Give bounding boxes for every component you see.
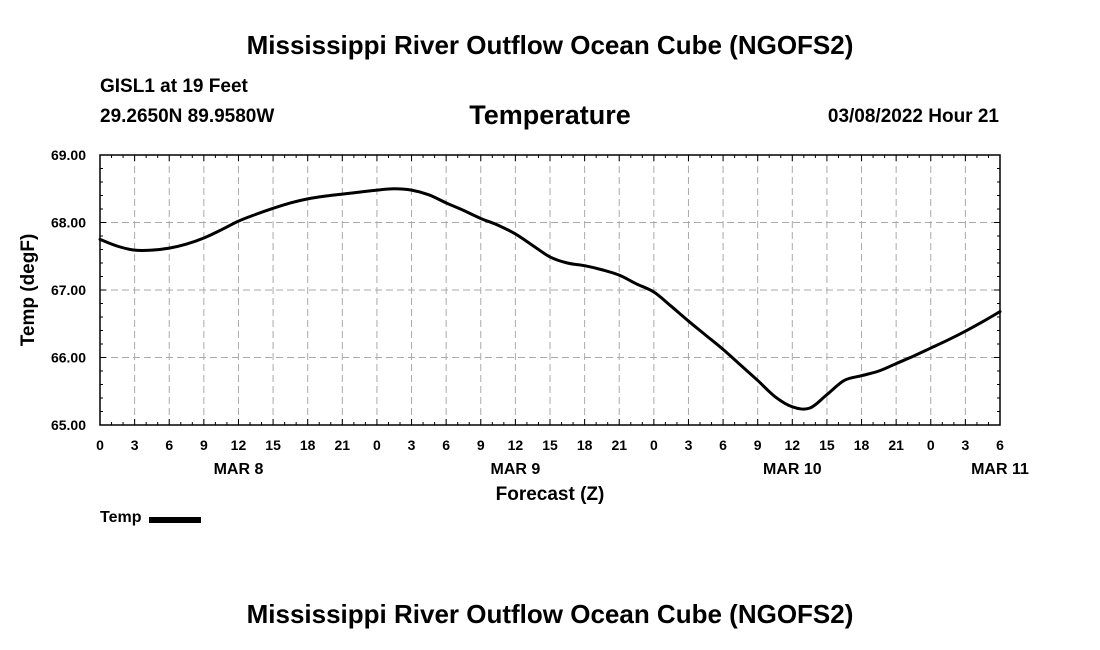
legend-label: Temp — [100, 509, 142, 526]
x-axis-title: Forecast (Z) — [496, 484, 605, 505]
y-axis-title: Temp (degF) — [18, 234, 39, 347]
x-tick-label: 0 — [927, 437, 935, 453]
footer-title: Mississippi River Outflow Ocean Cube (NG… — [246, 599, 854, 629]
x-tick-label: 21 — [611, 437, 627, 453]
x-tick-label: 3 — [408, 437, 416, 453]
x-tick-label: 3 — [131, 437, 139, 453]
x-tick-label: 21 — [888, 437, 904, 453]
plot-frame — [99, 154, 1001, 426]
x-tick-label: 18 — [854, 437, 870, 453]
series-line-temp — [98, 187, 1002, 411]
x-tick-label: 6 — [165, 437, 173, 453]
x-tick-label: 0 — [373, 437, 381, 453]
chart-main-title: Mississippi River Outflow Ocean Cube (NG… — [246, 30, 854, 60]
x-day-label: MAR 8 — [214, 461, 264, 478]
x-tick-label: 21 — [335, 437, 351, 453]
x-day-label: MAR 10 — [763, 461, 822, 478]
forecast-datetime: 03/08/2022 Hour 21 — [827, 106, 999, 127]
station-label: GISL1 at 19 Feet — [100, 76, 248, 97]
x-tick-label: 18 — [300, 437, 316, 453]
y-tick-label: 65.00 — [51, 417, 86, 433]
station-coordinates: 29.2650N 89.9580W — [100, 106, 275, 127]
x-tick-label: 9 — [477, 437, 485, 453]
x-tick-label: 9 — [200, 437, 208, 453]
x-tick-label: 9 — [754, 437, 762, 453]
grid-lines — [100, 155, 1000, 425]
x-tick-label: 15 — [265, 437, 281, 453]
x-tick-label: 3 — [685, 437, 693, 453]
y-tick-label: 66.00 — [51, 350, 86, 366]
x-tick-label: 3 — [961, 437, 969, 453]
y-tick-label: 68.00 — [51, 215, 86, 231]
x-day-label: MAR 9 — [490, 461, 540, 478]
x-tick-label: 6 — [442, 437, 450, 453]
x-tick-label: 15 — [542, 437, 558, 453]
x-tick-label: 12 — [785, 437, 801, 453]
x-tick-label: 18 — [577, 437, 593, 453]
x-day-label: MAR 11 — [971, 461, 1029, 478]
x-tick-label: 12 — [508, 437, 524, 453]
x-tick-label: 6 — [996, 437, 1004, 453]
series-layer — [98, 187, 1002, 411]
x-tick-label: 0 — [96, 437, 104, 453]
x-tick-label: 0 — [650, 437, 658, 453]
y-tick-label: 69.00 — [51, 147, 86, 163]
x-tick-label: 6 — [719, 437, 727, 453]
legend-line-swatch — [149, 516, 202, 523]
legend: Temp — [100, 509, 202, 527]
x-tick-label: 12 — [231, 437, 247, 453]
y-tick-label: 67.00 — [51, 282, 86, 298]
tick-labels: 0 3 6 9 12 15 18 21 0 3 6 9 12 15 18 21 0 3 6 9 12 15 18 21 0 3 6 M… — [51, 147, 1029, 478]
variable-title: Temperature — [469, 100, 631, 130]
x-tick-label: 15 — [819, 437, 835, 453]
